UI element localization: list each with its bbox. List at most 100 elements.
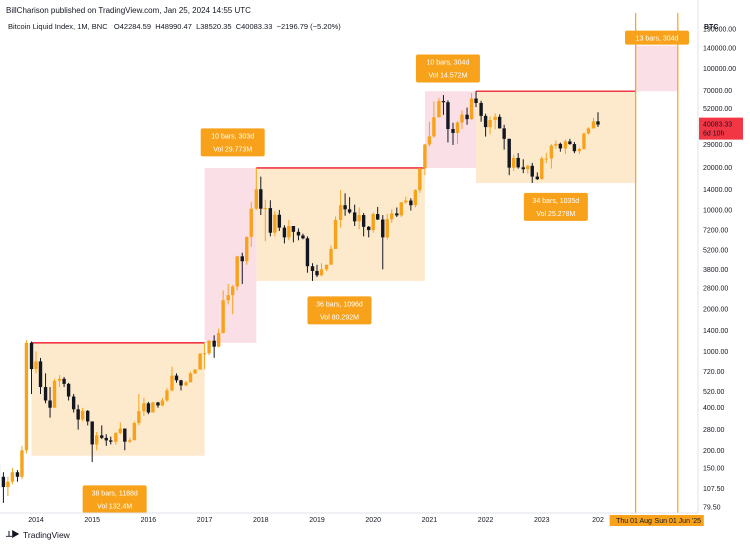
time-axis[interactable]: 2014 2015 2016 2017 2018 2019 2020 2021 2022 2023… [28, 515, 704, 526]
candle-body [43, 387, 48, 401]
candle-body [502, 128, 506, 139]
candle-body [409, 200, 413, 206]
annotation-box [307, 296, 372, 325]
candle-body [20, 450, 24, 477]
price-tick: 720.00 [703, 369, 725, 376]
candle-body [282, 227, 287, 238]
candle-body [24, 342, 29, 451]
candle-body [132, 422, 137, 441]
candle-body [86, 410, 90, 422]
candle-body [315, 271, 319, 276]
candle-body [530, 165, 534, 177]
candle-body [413, 190, 418, 206]
candle-body [165, 390, 169, 401]
current-price-tag [699, 117, 743, 140]
candle-body [104, 437, 108, 441]
price-tick: 200.00 [703, 448, 725, 455]
time-marker-layer [635, 13, 679, 513]
candle-body [343, 205, 347, 210]
candle-body [38, 361, 43, 388]
price-axis[interactable]: 190000.00 140000.00 100000.00 70000.00 52000… [699, 27, 743, 512]
candle-body [441, 101, 446, 103]
candle-body [596, 121, 600, 125]
candle-body [568, 141, 572, 145]
annotation-bars: 13 bars, 304d [636, 36, 679, 43]
time-tick: 2022 [478, 517, 494, 524]
annotation-bars: 10 bars, 304d [427, 59, 470, 66]
price-tick: 150.00 [703, 465, 725, 472]
candle-body [516, 157, 520, 168]
candle-body [100, 435, 104, 438]
candle-body [170, 375, 174, 391]
candle-body [268, 208, 273, 233]
low-value: L38520.35 [196, 22, 232, 31]
candle-body [249, 208, 253, 237]
annotation-volume: Vol 80.292M [320, 314, 359, 321]
breakout-zone [635, 45, 678, 92]
price-tick: 14000.00 [703, 187, 732, 194]
candle-body [404, 200, 408, 203]
annotation-volume: Vol 25.278M [536, 211, 575, 218]
candle-body [469, 98, 474, 120]
open-value: O42284.59 [113, 22, 152, 31]
candle-body [240, 256, 244, 262]
symbol-label: Bitcoin Liquid Index, 1M, BNC [8, 22, 108, 31]
time-marker-label: Thu 01 Aug ' [616, 518, 655, 525]
price-tick: 20000.00 [703, 165, 732, 172]
candle-body [390, 213, 394, 220]
currency-label: BTC [704, 24, 718, 31]
annotation-volume: Vol 14.572M [428, 72, 467, 79]
candle-body [254, 189, 259, 209]
candle-body [367, 226, 371, 231]
candle-body [245, 236, 249, 262]
change-value: −2196.79 (−5.20%) [276, 22, 341, 31]
candle-body [277, 214, 282, 228]
candle-body [118, 428, 122, 434]
time-tick: 2018 [253, 517, 269, 524]
candles-layer [0, 91, 600, 503]
candle-body [357, 215, 361, 222]
candle-body [451, 129, 455, 133]
candle-body [193, 369, 197, 374]
price-tick: 7200.00 [703, 228, 728, 235]
resistance-layer [31, 90, 636, 344]
time-tick: 2020 [365, 517, 381, 524]
candle-body [174, 375, 179, 381]
candle-body [582, 133, 586, 149]
price-tick: 70000.00 [703, 88, 732, 95]
candle-body [221, 300, 225, 333]
bar-countdown: 6d 10h [703, 131, 725, 138]
annotations-layer: 38 bars, 1188d Vol 132.4M 10 bars, 303d Vol… [82, 30, 690, 514]
candle-body [184, 382, 188, 386]
candle-body [109, 440, 113, 442]
candle-body [535, 176, 540, 180]
candle-body [207, 340, 211, 354]
price-tick: 400.00 [703, 405, 725, 412]
candle-body [226, 295, 230, 301]
price-tick: 190000.00 [703, 27, 736, 34]
candle-body [572, 144, 577, 152]
annotation-box [82, 485, 147, 514]
candle-body [71, 396, 76, 410]
candle-body [324, 264, 329, 270]
candle-body [114, 433, 118, 442]
candle-body [544, 158, 548, 160]
range-zone [476, 91, 636, 183]
candle-body [188, 373, 193, 383]
candle-body [57, 378, 62, 381]
time-marker-label: Sun 01 Jun '25 [655, 518, 702, 525]
price-tick: 280.00 [703, 427, 725, 434]
candle-body [151, 402, 155, 413]
candle-body [273, 214, 277, 233]
candle-body [540, 158, 544, 180]
candle-body [6, 481, 10, 488]
candle-body [305, 238, 310, 267]
candle-body [418, 168, 422, 191]
candle-body [48, 400, 52, 408]
candle-body [512, 157, 516, 168]
candle-body [526, 165, 530, 170]
candle-body [123, 428, 127, 442]
price-tick: 10000.00 [703, 207, 732, 214]
candle-body [347, 209, 352, 213]
